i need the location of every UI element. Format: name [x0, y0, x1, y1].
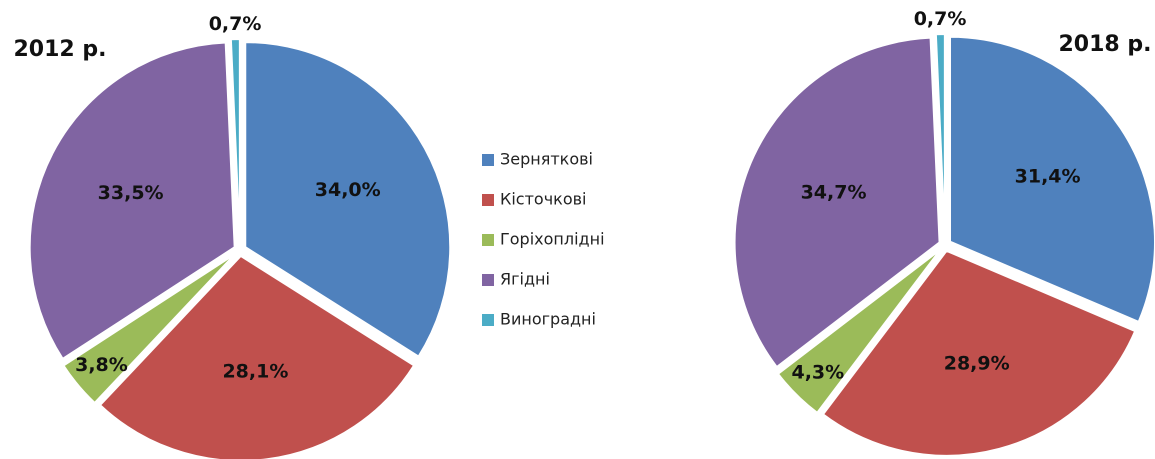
value-label: 34,0% [315, 179, 381, 201]
pie-slice [821, 249, 1137, 457]
pie-slice [244, 41, 452, 358]
legend-swatch [482, 154, 494, 166]
pie-slice [98, 254, 416, 459]
legend-label: Виноградні [500, 310, 596, 329]
value-label: 3,8% [75, 354, 128, 376]
pie-title: 2018 р. [1059, 32, 1152, 57]
pie-slice [776, 248, 942, 415]
legend-swatch [482, 314, 494, 326]
value-label: 31,4% [1015, 166, 1081, 188]
pie-title: 2012 р. [14, 37, 107, 62]
legend-label: Зерняткові [500, 150, 593, 169]
value-label: 4,3% [791, 361, 844, 383]
value-label: 28,1% [222, 361, 288, 383]
value-label: 34,7% [801, 181, 867, 203]
pie-slice [62, 253, 237, 405]
value-label: 0,7% [914, 8, 967, 30]
legend-swatch [482, 234, 494, 246]
pie-slice [28, 41, 236, 361]
legend-label: Ягідні [500, 270, 550, 289]
value-label: 33,5% [98, 182, 164, 204]
pie-slice [229, 38, 241, 245]
pie-slice [949, 35, 1155, 324]
pie-slice [934, 33, 946, 240]
pie-slice [733, 36, 941, 369]
legend-label: Горіхоплідні [500, 230, 605, 249]
legend-swatch [482, 274, 494, 286]
value-label: 28,9% [944, 352, 1010, 374]
legend-label: Кісточкові [500, 190, 587, 209]
value-label: 0,7% [209, 13, 262, 35]
legend-swatch [482, 194, 494, 206]
